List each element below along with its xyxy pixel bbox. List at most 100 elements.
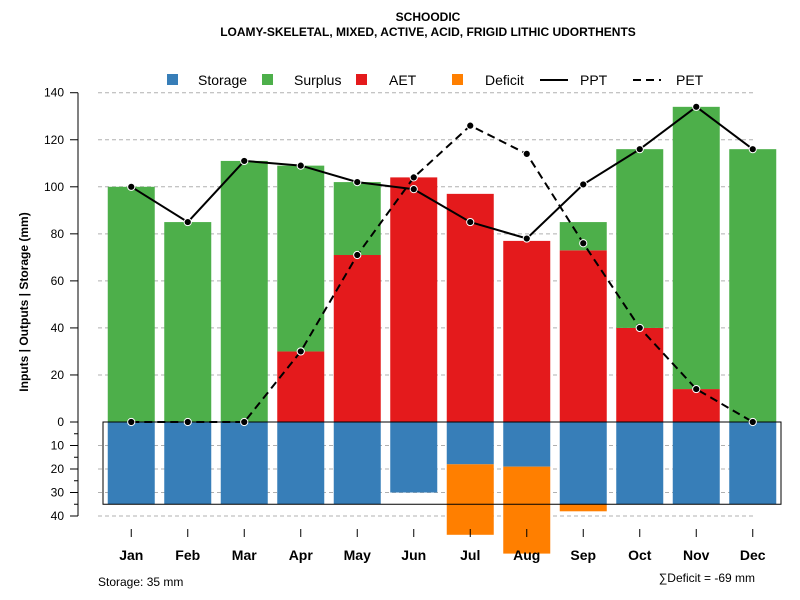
ppt-point <box>409 185 418 194</box>
legend-label-storage: Storage <box>198 72 247 88</box>
pet-point <box>522 149 531 158</box>
bar-surplus <box>107 186 155 422</box>
bar-aet <box>277 351 325 422</box>
bar-surplus <box>277 165 325 352</box>
ppt-point <box>183 217 192 227</box>
storage-capacity-frame <box>102 421 782 505</box>
ppt-point <box>466 217 475 227</box>
bar-storage <box>559 422 607 505</box>
x-tick-label: Nov <box>683 547 710 563</box>
x-tick-label: Jan <box>119 547 143 563</box>
x-tick-label: Mar <box>232 547 257 563</box>
pet-point <box>635 323 644 333</box>
ppt-point <box>635 145 644 154</box>
bar-storage <box>220 422 268 505</box>
x-tick-label: Jun <box>401 547 426 563</box>
pet-point <box>692 384 701 394</box>
x-tick-label: Aug <box>513 547 540 563</box>
legend-swatch-aet <box>356 74 367 85</box>
legend-label-ppt: PPT <box>580 72 608 88</box>
pet-point <box>240 417 249 427</box>
y-tick-label: 120 <box>44 133 64 147</box>
bar-storage <box>729 422 777 505</box>
legend-swatch-storage <box>167 74 178 85</box>
y-axis-title: Inputs | Outputs | Storage (mm) <box>17 212 31 391</box>
y-tick-label: 20 <box>51 462 65 476</box>
bar-storage <box>616 422 664 505</box>
y-tick-label: 60 <box>51 274 65 288</box>
x-tick-label: May <box>344 547 371 563</box>
bar-storage <box>333 422 381 505</box>
pet-line <box>131 124 754 423</box>
legend-label-aet: AET <box>389 72 417 88</box>
ppt-line <box>130 105 754 240</box>
x-tick-label: Jul <box>460 547 480 563</box>
chart-title: SCHOODIC <box>396 10 461 24</box>
x-tick-label: Apr <box>289 547 314 563</box>
bar-aet <box>559 250 607 422</box>
x-tick-label: Sep <box>570 547 596 563</box>
x-axis: Jan Feb Mar Apr May Jun Jul Aug Sep Oct Nov Dec <box>119 529 766 563</box>
ppt-point <box>296 161 305 170</box>
bar-aet <box>503 240 551 422</box>
y-axis: 0 20 40 60 80 100 120 140 10 20 30 40 <box>44 86 79 523</box>
x-tick-label: Feb <box>175 547 200 563</box>
legend-label-pet: PET <box>676 72 704 88</box>
y-tick-label: 140 <box>44 86 64 100</box>
lines <box>127 102 757 427</box>
ppt-point <box>579 180 588 189</box>
pet-point <box>409 173 418 182</box>
ppt-point <box>748 145 757 154</box>
chart-subtitle: LOAMY-SKELETAL, MIXED, ACTIVE, ACID, FRI… <box>220 25 636 39</box>
bar-surplus <box>616 149 664 328</box>
y-tick-label: 80 <box>51 227 65 241</box>
bar-surplus <box>672 106 720 390</box>
pet-point <box>579 239 588 248</box>
bar-aet <box>390 177 438 422</box>
legend: Storage Surplus AET Deficit PPT PET <box>167 72 704 88</box>
pet-point <box>183 417 192 427</box>
bars <box>102 106 782 554</box>
ppt-point <box>240 156 249 166</box>
y-tick-label: 0 <box>57 415 64 429</box>
y-tick-label: 30 <box>51 486 65 500</box>
bar-deficit <box>503 466 551 554</box>
deficit-note: ∑Deficit = -69 mm <box>659 571 755 585</box>
x-tick-label: Dec <box>740 547 766 563</box>
bar-surplus <box>333 182 381 256</box>
bar-storage <box>672 422 720 505</box>
bar-storage <box>503 422 551 467</box>
bar-storage <box>107 422 155 505</box>
bar-storage <box>390 422 438 493</box>
bar-storage <box>164 422 212 505</box>
ppt-point <box>353 177 362 187</box>
bar-aet <box>333 255 381 422</box>
y-tick-label: 100 <box>44 180 64 194</box>
bar-aet <box>446 193 494 422</box>
pet-point <box>127 417 136 427</box>
pet-point <box>748 417 757 427</box>
legend-label-surplus: Surplus <box>294 72 341 88</box>
bar-aet <box>616 327 664 422</box>
ppt-point <box>127 182 136 191</box>
pet-point <box>296 347 305 356</box>
y-tick-label: 40 <box>51 509 65 523</box>
bar-deficit <box>559 504 607 512</box>
bar-surplus <box>729 149 777 422</box>
bar-surplus <box>164 222 212 422</box>
bar-storage <box>446 422 494 465</box>
y-tick-label: 10 <box>51 439 65 453</box>
y-tick-label: 20 <box>51 368 65 382</box>
bar-storage <box>277 422 325 505</box>
legend-swatch-surplus <box>262 74 273 85</box>
bar-surplus <box>220 160 268 423</box>
legend-swatch-deficit <box>452 74 463 85</box>
x-tick-label: Oct <box>628 547 652 563</box>
bar-deficit <box>446 464 494 535</box>
storage-note: Storage: 35 mm <box>98 575 183 589</box>
pet-point <box>466 121 475 130</box>
legend-label-deficit: Deficit <box>485 72 524 88</box>
ppt-point <box>692 102 701 111</box>
pet-point <box>353 250 362 260</box>
